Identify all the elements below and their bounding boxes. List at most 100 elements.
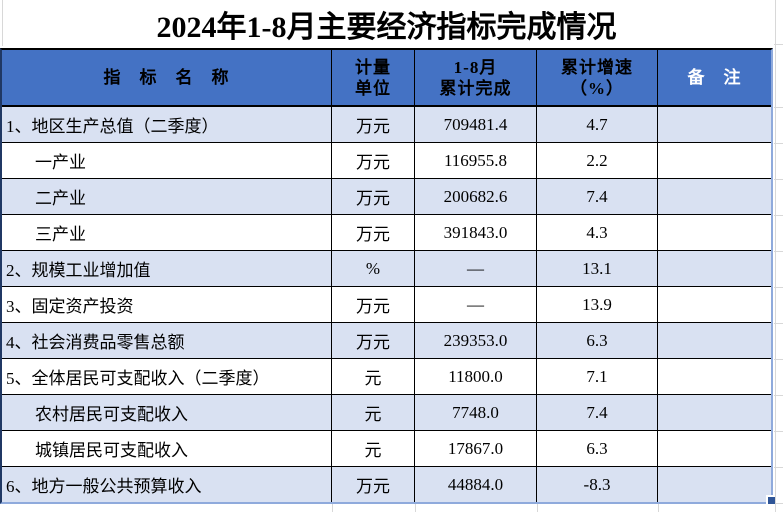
- table-title-cell[interactable]: 2024年1-8月主要经济指标完成情况: [0, 0, 773, 48]
- cell-unit[interactable]: 元: [332, 395, 415, 430]
- gridline: [774, 251, 783, 252]
- table-row: 1、地区生产总值（二季度） 万元 709481.4 4.7: [2, 107, 771, 143]
- cell-remark[interactable]: [658, 431, 771, 466]
- cell-completed[interactable]: —: [415, 287, 537, 322]
- gridline: [774, 503, 783, 504]
- cell-growth[interactable]: 4.7: [537, 107, 658, 142]
- cell-completed[interactable]: 239353.0: [415, 323, 537, 358]
- cell-completed[interactable]: 200682.6: [415, 179, 537, 214]
- cell-remark[interactable]: [658, 179, 771, 214]
- cell-growth[interactable]: 6.3: [537, 323, 658, 358]
- cell-remark[interactable]: [658, 215, 771, 250]
- cell-indicator[interactable]: 1、地区生产总值（二季度）: [2, 107, 332, 142]
- cell-indicator[interactable]: 6、地方一般公共预算收入: [2, 467, 332, 502]
- cell-completed[interactable]: 709481.4: [415, 107, 537, 142]
- gridline: [774, 467, 783, 468]
- cell-completed[interactable]: 17867.0: [415, 431, 537, 466]
- gridline: [658, 504, 659, 512]
- cell-growth[interactable]: 6.3: [537, 431, 658, 466]
- table-row: 农村居民可支配收入 元 7748.0 7.4: [2, 395, 771, 431]
- cell-indicator[interactable]: 4、社会消费品零售总额: [2, 323, 332, 358]
- table-row: 4、社会消费品零售总额 万元 239353.0 6.3: [2, 323, 771, 359]
- cell-completed[interactable]: 116955.8: [415, 143, 537, 178]
- cell-growth[interactable]: 13.9: [537, 287, 658, 322]
- cell-indicator[interactable]: 二产业: [2, 179, 332, 214]
- cell-growth[interactable]: 4.3: [537, 215, 658, 250]
- cell-remark[interactable]: [658, 323, 771, 358]
- cell-completed[interactable]: 7748.0: [415, 395, 537, 430]
- cell-completed[interactable]: 11800.0: [415, 359, 537, 394]
- gridline: [415, 504, 416, 512]
- table-row: 一产业 万元 116955.8 2.2: [2, 143, 771, 179]
- cell-unit[interactable]: 万元: [332, 143, 415, 178]
- cell-remark[interactable]: [658, 395, 771, 430]
- header-completed-line2: 累计完成: [439, 78, 512, 98]
- cell-indicator[interactable]: 2、规模工业增加值: [2, 251, 332, 286]
- gridline: [774, 431, 783, 432]
- table-body: 1、地区生产总值（二季度） 万元 709481.4 4.7 一产业 万元 116…: [2, 107, 771, 502]
- header-cell-unit[interactable]: 计量 单位: [332, 50, 415, 105]
- header-unit-line2: 单位: [355, 78, 391, 98]
- cell-growth[interactable]: 2.2: [537, 143, 658, 178]
- header-indicator-label: 指 标 名 称: [103, 68, 230, 87]
- header-cell-remark[interactable]: 备 注: [658, 50, 771, 105]
- cell-unit[interactable]: %: [332, 251, 415, 286]
- cell-remark[interactable]: [658, 287, 771, 322]
- cell-completed[interactable]: 391843.0: [415, 215, 537, 250]
- cell-indicator[interactable]: 农村居民可支配收入: [2, 395, 332, 430]
- cell-unit[interactable]: 元: [332, 359, 415, 394]
- gridline: [537, 504, 538, 512]
- cell-growth[interactable]: 7.4: [537, 395, 658, 430]
- gridline: [774, 359, 783, 360]
- cell-unit[interactable]: 万元: [332, 323, 415, 358]
- header-cell-indicator[interactable]: 指 标 名 称: [2, 50, 332, 105]
- fill-handle[interactable]: [766, 495, 775, 504]
- gridline: [774, 215, 783, 216]
- cell-remark[interactable]: [658, 107, 771, 142]
- cell-growth[interactable]: 7.4: [537, 179, 658, 214]
- cell-growth[interactable]: 13.1: [537, 251, 658, 286]
- gridline: [774, 395, 783, 396]
- cell-remark[interactable]: [658, 359, 771, 394]
- cell-unit[interactable]: 元: [332, 431, 415, 466]
- gridline: [774, 44, 783, 45]
- cell-unit[interactable]: 万元: [332, 215, 415, 250]
- table-row: 三产业 万元 391843.0 4.3: [2, 215, 771, 251]
- cell-remark[interactable]: [658, 251, 771, 286]
- header-remark-label: 备 注: [687, 68, 742, 87]
- gridline: [774, 287, 783, 288]
- cell-unit[interactable]: 万元: [332, 179, 415, 214]
- header-completed-line1: 1-8月: [453, 57, 498, 77]
- cell-remark[interactable]: [658, 143, 771, 178]
- table-row: 6、地方一般公共预算收入 万元 44884.0 -8.3: [2, 467, 771, 502]
- cell-unit[interactable]: 万元: [332, 107, 415, 142]
- cell-growth[interactable]: 7.1: [537, 359, 658, 394]
- gridline: [774, 107, 783, 108]
- table-row: 5、全体居民可支配收入（二季度） 元 11800.0 7.1: [2, 359, 771, 395]
- gridline: [774, 143, 783, 144]
- cell-indicator[interactable]: 三产业: [2, 215, 332, 250]
- sheet-gridline-right: [775, 0, 776, 512]
- table-header-row: 指 标 名 称 计量 单位 1-8月 累计完成 累计增速 （%） 备 注: [2, 50, 771, 107]
- cell-unit[interactable]: 万元: [332, 287, 415, 322]
- cell-remark[interactable]: [658, 467, 771, 502]
- indicators-table: 指 标 名 称 计量 单位 1-8月 累计完成 累计增速 （%） 备 注 1、地…: [0, 48, 773, 504]
- table-row: 2、规模工业增加值 % — 13.1: [2, 251, 771, 287]
- cell-indicator[interactable]: 城镇居民可支配收入: [2, 431, 332, 466]
- header-cell-completed[interactable]: 1-8月 累计完成: [415, 50, 537, 105]
- gridline: [774, 323, 783, 324]
- cell-unit[interactable]: 万元: [332, 467, 415, 502]
- cell-indicator[interactable]: 3、固定资产投资: [2, 287, 332, 322]
- cell-indicator[interactable]: 一产业: [2, 143, 332, 178]
- cell-completed[interactable]: —: [415, 251, 537, 286]
- cell-completed[interactable]: 44884.0: [415, 467, 537, 502]
- header-cell-growth[interactable]: 累计增速 （%）: [537, 50, 658, 105]
- header-growth-line1: 累计增速: [561, 57, 633, 77]
- cell-indicator[interactable]: 5、全体居民可支配收入（二季度）: [2, 359, 332, 394]
- gridline: [332, 504, 333, 512]
- table-row: 3、固定资产投资 万元 — 13.9: [2, 287, 771, 323]
- header-growth-line2: （%）: [570, 78, 624, 98]
- cell-growth[interactable]: -8.3: [537, 467, 658, 502]
- header-unit-line1: 计量: [355, 57, 391, 77]
